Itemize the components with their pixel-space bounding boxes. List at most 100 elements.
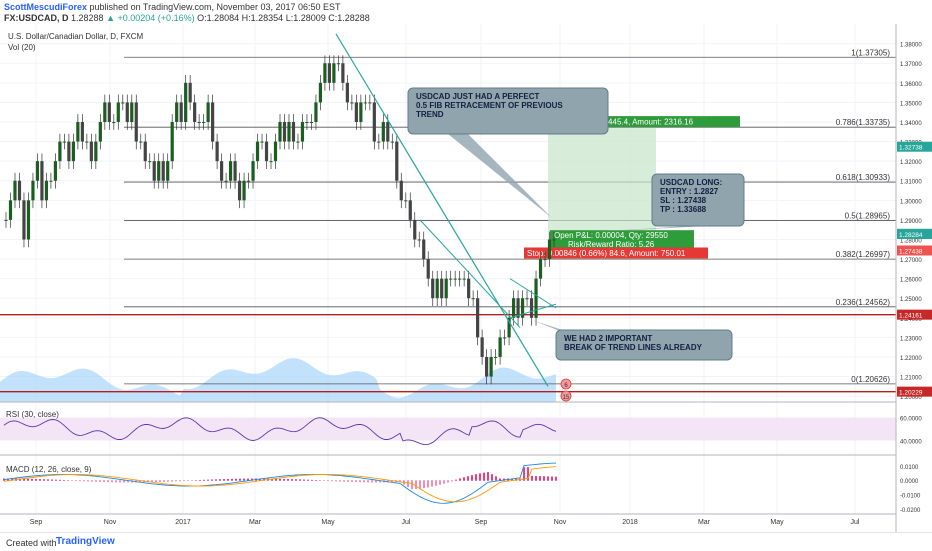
macd-histogram-bar bbox=[155, 480, 157, 483]
candle-body bbox=[31, 180, 35, 201]
tradingview-logo[interactable]: TradingView bbox=[56, 536, 115, 547]
candle-body bbox=[35, 161, 40, 181]
candle-body bbox=[112, 121, 116, 123]
candle-body bbox=[278, 121, 282, 142]
macd-tick-label: -0.0100 bbox=[900, 494, 921, 500]
price-badge-label: 1.24161 bbox=[899, 313, 923, 320]
candle-body bbox=[237, 180, 242, 201]
macd-histogram-bar bbox=[375, 480, 377, 483]
macd-histogram-bar bbox=[167, 480, 169, 482]
candle-body bbox=[318, 82, 323, 103]
stop-label-bg bbox=[524, 247, 708, 259]
macd-histogram-bar bbox=[51, 479, 53, 481]
candle-body bbox=[269, 161, 273, 163]
macd-histogram-bar bbox=[531, 475, 533, 481]
macd-histogram-bar bbox=[555, 476, 557, 481]
macd-histogram-bar bbox=[123, 480, 125, 483]
ohlc-close: C:1.28288 bbox=[328, 13, 370, 23]
author-link[interactable]: ScottMescudiForex bbox=[4, 2, 88, 12]
event-badge-label: 15 bbox=[563, 395, 570, 401]
time-tick-label: Sep bbox=[475, 519, 488, 526]
macd-histogram-bar bbox=[203, 479, 205, 481]
candle-body bbox=[67, 141, 71, 162]
macd-histogram-bar bbox=[151, 480, 153, 483]
footer: Created with TradingView bbox=[0, 532, 932, 551]
candle-body bbox=[314, 102, 318, 122]
symbol-label: FX:USDCAD, D bbox=[4, 13, 69, 23]
macd-histogram-bar bbox=[291, 479, 293, 481]
candle-body bbox=[143, 141, 147, 162]
signal-line bbox=[3, 466, 557, 503]
candle-body bbox=[323, 63, 327, 83]
candle-body bbox=[184, 82, 188, 122]
macd-histogram-bar bbox=[263, 478, 265, 481]
macd-histogram-bar bbox=[171, 480, 173, 482]
candle-body bbox=[296, 141, 300, 143]
price-tick-label: 1.34000 bbox=[900, 121, 922, 127]
macd-histogram-bar bbox=[139, 480, 141, 483]
candle-body bbox=[489, 356, 493, 377]
macd-tick-label: 0.0100 bbox=[900, 465, 919, 471]
risk-reward-label: Risk/Reward Ratio: 5.26 bbox=[568, 240, 655, 249]
macd-histogram-bar bbox=[111, 480, 113, 483]
candle-body bbox=[395, 141, 399, 181]
macd-histogram-bar bbox=[115, 480, 117, 483]
macd-histogram-bar bbox=[295, 479, 297, 481]
candle-body bbox=[462, 278, 466, 280]
macd-histogram-bar bbox=[67, 480, 69, 481]
callout-text: USDCAD JUST HAD A PERFECT bbox=[416, 92, 540, 101]
macd-histogram-bar bbox=[303, 479, 305, 481]
candle-body bbox=[98, 121, 102, 142]
macd-histogram-bar bbox=[439, 480, 441, 485]
candle-body bbox=[426, 259, 430, 279]
ohlc-low: L:1.28009 bbox=[285, 13, 326, 23]
candle-body bbox=[502, 337, 507, 339]
candle-body bbox=[130, 102, 134, 122]
fib-level-label: 1(1.37305) bbox=[851, 48, 890, 57]
macd-label: MACD (12, 26, close, 9) bbox=[6, 465, 92, 474]
macd-histogram-bar bbox=[163, 480, 165, 482]
macd-histogram-bar bbox=[71, 480, 73, 481]
header-line-1: ScottMescudiForex published on TradingVi… bbox=[4, 2, 341, 12]
rsi-label: RSI (30, close) bbox=[6, 410, 59, 419]
candle-body bbox=[467, 278, 471, 299]
macd-histogram-bar bbox=[179, 480, 181, 482]
macd-histogram-bar bbox=[251, 478, 253, 481]
macd-histogram-bar bbox=[175, 480, 177, 482]
last-price: 1.28288 bbox=[71, 13, 104, 23]
rsi-pane: 60.0000 40.0000 bbox=[0, 417, 922, 446]
candle-body bbox=[175, 102, 179, 122]
candle-body bbox=[422, 239, 426, 260]
macd-histogram-bar bbox=[91, 480, 93, 482]
macd-pane: 0.0100 0.0000 -0.0100 -0.0200 bbox=[3, 462, 921, 514]
macd-histogram-bar bbox=[463, 477, 465, 481]
candle-body bbox=[152, 161, 156, 181]
candle-body bbox=[305, 121, 309, 123]
price-tick-label: 1.36000 bbox=[900, 82, 922, 88]
macd-histogram-bar bbox=[527, 467, 529, 481]
macd-histogram-bar bbox=[207, 479, 209, 481]
macd-histogram-bar bbox=[247, 478, 249, 481]
wedge-lower bbox=[509, 303, 557, 319]
macd-histogram-bar bbox=[535, 475, 537, 481]
candle-body bbox=[233, 161, 237, 181]
candle-body bbox=[260, 141, 264, 143]
macd-histogram-bar bbox=[343, 480, 345, 482]
macd-histogram-bar bbox=[23, 478, 25, 481]
candle-body bbox=[80, 121, 84, 142]
candle-body bbox=[282, 121, 287, 142]
rsi-band bbox=[0, 417, 896, 441]
candle-body bbox=[246, 180, 251, 182]
candle-body bbox=[413, 219, 417, 240]
price-chart[interactable]: 1(1.37305) 0.786(1.33735) 0.618(1.30933) 0.… bbox=[0, 24, 932, 532]
macd-histogram-bar bbox=[407, 480, 409, 488]
time-tick-label: Nov bbox=[104, 519, 117, 526]
macd-histogram-bar bbox=[79, 480, 81, 482]
price-tick-label: 1.25000 bbox=[900, 297, 922, 303]
candle-body bbox=[552, 239, 556, 241]
macd-histogram-bar bbox=[447, 480, 449, 483]
callout-text: TP : 1.33688 bbox=[660, 205, 707, 214]
candle-body bbox=[85, 141, 89, 143]
target-label-bg bbox=[516, 116, 740, 128]
candle-body bbox=[8, 200, 13, 220]
